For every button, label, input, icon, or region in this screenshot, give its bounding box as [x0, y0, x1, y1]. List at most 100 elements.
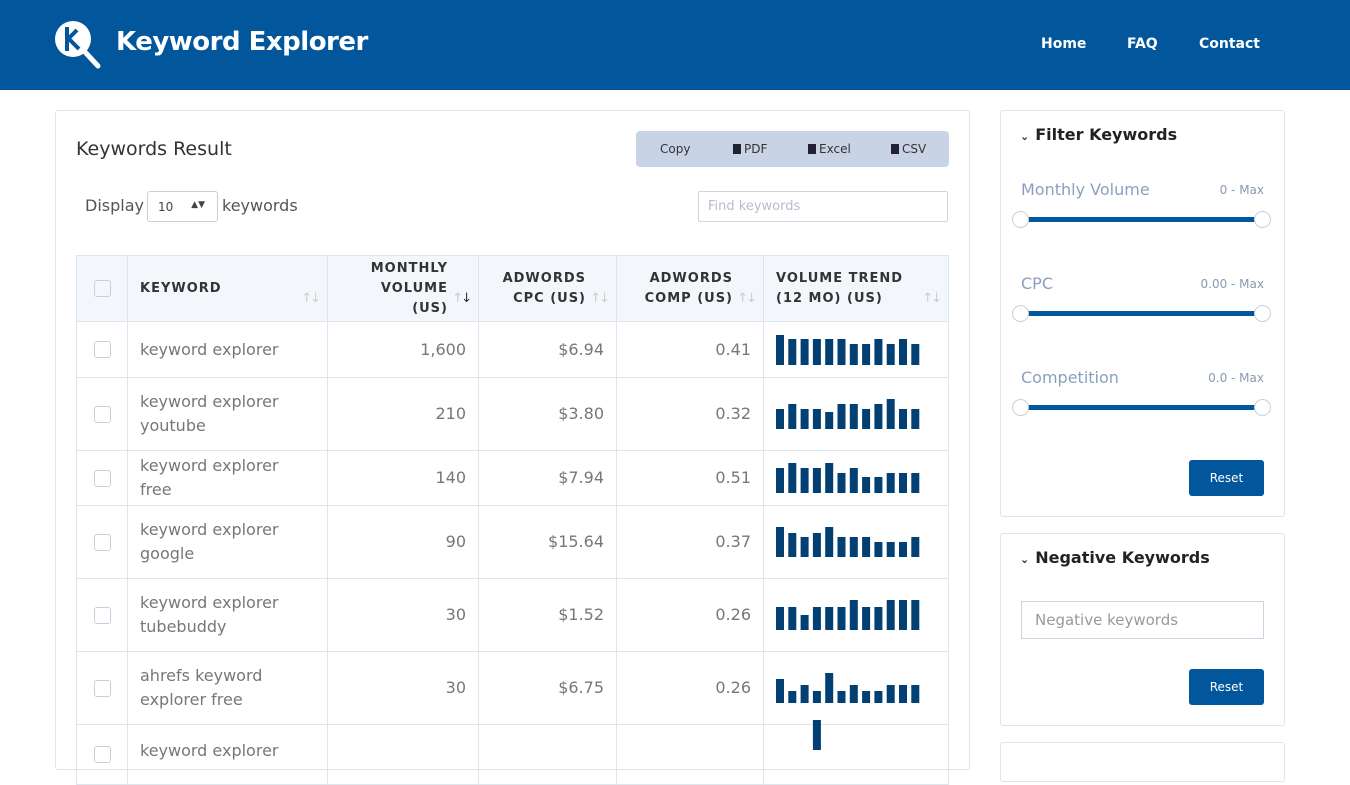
- csv-file-icon: [891, 144, 899, 154]
- pdf-button[interactable]: PDF: [733, 142, 767, 156]
- sort-icon: ↑↓: [922, 291, 942, 306]
- row-checkbox[interactable]: [93, 746, 111, 763]
- trend-bar: [776, 468, 784, 493]
- row-select-cell: [76, 505, 128, 579]
- table-row[interactable]: ahrefs keyword explorer free 30 $6.75 0.…: [76, 651, 949, 725]
- filter-reset-button[interactable]: Reset: [1189, 460, 1264, 496]
- trend-bar: [874, 404, 883, 429]
- volume-cell: 140: [327, 450, 479, 506]
- trend-cell: [763, 578, 949, 652]
- trend-bar: [874, 338, 883, 365]
- trend-bar: [825, 338, 834, 365]
- filter-toggle[interactable]: ⌄ Filter Keywords: [1020, 125, 1177, 144]
- slider-max-handle[interactable]: [1254, 305, 1271, 322]
- trend-bar: [886, 473, 895, 493]
- slider-label: CPC: [1021, 274, 1053, 293]
- trend-bar: [886, 399, 895, 429]
- col-volume[interactable]: MONTHLY VOLUME (US) ↑↓: [327, 255, 479, 322]
- slider-max-handle[interactable]: [1254, 399, 1271, 416]
- csv-button[interactable]: CSV: [891, 142, 926, 156]
- trend-bar: [776, 527, 784, 557]
- col-comp[interactable]: ADWORDS COMP (US) ↑↓: [616, 255, 764, 322]
- comp-cell: 0.37: [616, 505, 764, 579]
- slider-range: 0 - Max: [1219, 183, 1264, 197]
- trend-sparkline: [776, 673, 920, 703]
- comp-cell: [616, 724, 764, 785]
- trend-bar: [862, 537, 871, 557]
- trend-bar: [886, 542, 895, 557]
- row-checkbox[interactable]: [93, 679, 111, 697]
- display-count-select[interactable]: 10 ▲▼: [147, 191, 218, 222]
- slider-min-handle[interactable]: [1012, 305, 1029, 322]
- chevron-down-icon: ⌄: [1020, 130, 1030, 143]
- nav-contact[interactable]: Contact: [1199, 36, 1260, 52]
- table-row[interactable]: keyword explorer free 140 $7.94 0.51: [76, 450, 949, 506]
- trend-bar: [899, 409, 907, 429]
- trend-bar: [825, 527, 834, 557]
- negative-keywords-input[interactable]: Negative keywords: [1021, 601, 1264, 639]
- excel-label: Excel: [819, 142, 851, 156]
- trend-bar: [862, 409, 871, 429]
- row-checkbox[interactable]: [93, 405, 111, 423]
- table-row[interactable]: keyword explorer 1,600 $6.94 0.41: [76, 321, 949, 378]
- cpc-cell: $3.80: [478, 377, 617, 451]
- row-select-cell: [76, 377, 128, 451]
- trend-bar: [837, 607, 846, 630]
- brand-name[interactable]: Keyword Explorer: [116, 27, 368, 57]
- slider-min-handle[interactable]: [1012, 211, 1029, 228]
- table-row[interactable]: keyword explorer: [76, 719, 949, 785]
- slider-range: 0.00 - Max: [1200, 277, 1265, 291]
- col-label: ADWORDS COMP (US): [644, 270, 733, 306]
- trend-bar: [911, 685, 920, 703]
- trend-bar: [837, 691, 846, 703]
- trend-bar: [862, 343, 871, 365]
- sort-icon: ↑↓: [737, 291, 757, 306]
- col-cpc[interactable]: ADWORDS CPC (US) ↑↓: [478, 255, 617, 322]
- copy-button[interactable]: Copy: [660, 142, 691, 156]
- excel-button[interactable]: Excel: [808, 142, 851, 156]
- row-checkbox[interactable]: [93, 341, 111, 358]
- range-slider[interactable]: [1012, 399, 1271, 416]
- find-keywords-input[interactable]: Find keywords: [698, 191, 948, 222]
- negative-toggle[interactable]: ⌄ Negative Keywords: [1020, 548, 1210, 567]
- row-checkbox[interactable]: [93, 469, 111, 487]
- trend-bar: [788, 533, 797, 557]
- keyword-cell: keyword explorer google: [127, 505, 328, 579]
- trend-bar: [899, 473, 907, 493]
- export-toolbar: Copy PDF Excel CSV: [636, 131, 949, 167]
- slider-min-handle[interactable]: [1012, 399, 1029, 416]
- col-trend[interactable]: VOLUME TREND (12 MO) (US) ↑↓: [763, 255, 949, 322]
- negative-reset-button[interactable]: Reset: [1189, 669, 1264, 705]
- keywords-table: KEYWORD ↑↓ MONTHLY VOLUME (US) ↑↓ ADWORDS …: [76, 255, 949, 785]
- select-all-checkbox[interactable]: [93, 280, 111, 297]
- pdf-file-icon: [733, 144, 741, 154]
- keyword-cell: ahrefs keyword explorer free: [127, 651, 328, 725]
- comp-cell: 0.26: [616, 651, 764, 725]
- trend-bar: [862, 607, 871, 630]
- display-value: 10: [158, 200, 174, 214]
- col-keyword[interactable]: KEYWORD ↑↓: [127, 255, 328, 322]
- nav-faq[interactable]: FAQ: [1127, 36, 1158, 52]
- chevron-down-icon: ⌄: [1020, 553, 1030, 566]
- range-slider[interactable]: [1012, 211, 1271, 228]
- table-row[interactable]: keyword explorer tubebuddy 30 $1.52 0.26: [76, 578, 949, 652]
- row-select-cell: [76, 651, 128, 725]
- slider-max-handle[interactable]: [1254, 211, 1271, 228]
- trend-cell: [763, 450, 949, 506]
- trend-bar: [812, 468, 821, 493]
- slider-range: 0.0 - Max: [1208, 371, 1264, 385]
- table-row[interactable]: keyword explorer google 90 $15.64 0.37: [76, 505, 949, 579]
- nav-home[interactable]: Home: [1041, 36, 1087, 52]
- display-label: Display: [85, 196, 144, 215]
- trend-bar: [874, 691, 883, 703]
- range-slider[interactable]: [1012, 305, 1271, 322]
- trend-bar: [899, 600, 907, 630]
- trend-cell: [763, 321, 949, 378]
- trend-bar: [837, 404, 846, 429]
- volume-cell: [327, 724, 479, 785]
- comp-cell: 0.32: [616, 377, 764, 451]
- trend-bar: [776, 409, 784, 429]
- table-row[interactable]: keyword explorer youtube 210 $3.80 0.32: [76, 377, 949, 451]
- row-checkbox[interactable]: [93, 533, 111, 551]
- row-checkbox[interactable]: [93, 606, 111, 624]
